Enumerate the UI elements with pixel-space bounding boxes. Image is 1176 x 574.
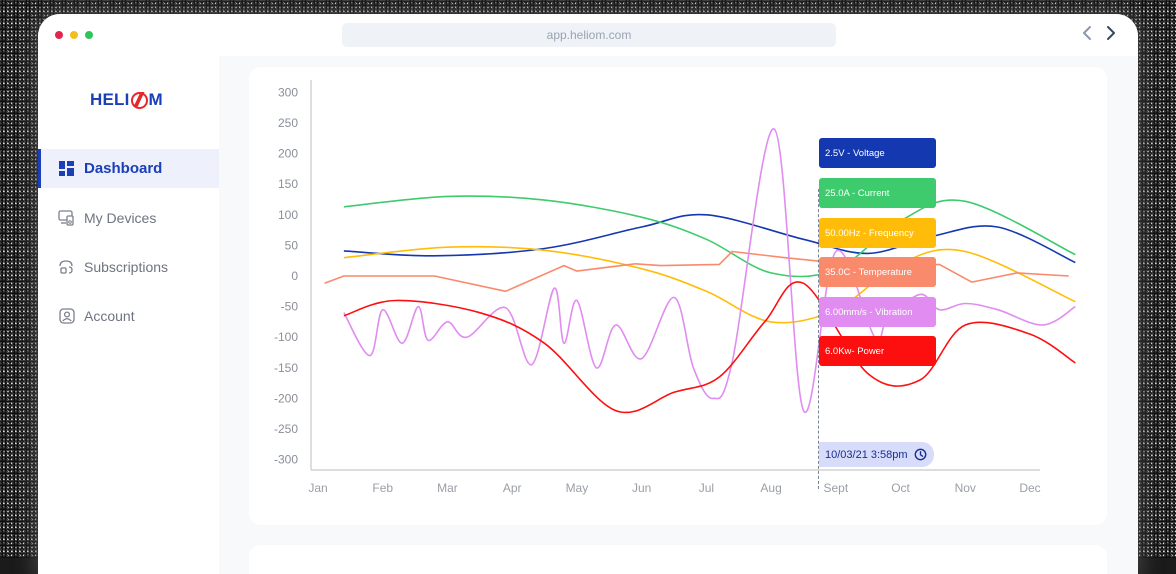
y-tick-label: -50	[281, 300, 299, 314]
tooltip-item-label: 2.5V - Voltage	[825, 148, 885, 159]
sidebar-item-label: Account	[84, 308, 135, 324]
sidebar-item-my-devices[interactable]: My Devices	[38, 198, 219, 237]
x-tick-label: Nov	[955, 481, 976, 495]
sidebar-item-subscriptions[interactable]: Subscriptions	[38, 247, 219, 286]
subscriptions-icon	[58, 258, 75, 275]
y-tick-label: 250	[278, 116, 298, 130]
y-tick-label: 50	[285, 238, 299, 252]
dashboard-grid-icon	[58, 160, 75, 177]
tooltip-timestamp: 10/03/21 3:58pm	[819, 442, 934, 467]
x-tick-label: Oct	[891, 481, 910, 495]
tooltip-item-label: 25.0A - Current	[825, 188, 889, 199]
sidebar: HELI M Dashboard My Devices Sub	[38, 56, 219, 574]
forward-button[interactable]	[1106, 25, 1116, 41]
tooltip-item-label: 50.00Hz - Frequency	[825, 228, 914, 239]
sidebar-item-label: My Devices	[84, 210, 156, 226]
sidebar-nav: Dashboard My Devices Subscriptions Accou…	[38, 149, 219, 345]
x-tick-label: Aug	[760, 481, 781, 495]
power-bolt-icon	[131, 92, 148, 109]
tooltip-item: 50.00Hz - Frequency	[819, 218, 936, 248]
chevron-left-icon	[1082, 25, 1092, 41]
address-bar[interactable]: app.heliom.com	[342, 23, 836, 47]
chevron-right-icon	[1106, 25, 1116, 41]
tooltip-item-label: 6.00mm/s - Vibration	[825, 307, 912, 318]
y-tick-label: -200	[274, 391, 298, 405]
heliom-logo[interactable]: HELI M	[90, 90, 163, 110]
title-bar: app.heliom.com	[38, 14, 1138, 56]
x-tick-label: Jun	[632, 481, 651, 495]
logo-text-suffix: M	[149, 90, 163, 110]
back-button[interactable]	[1082, 25, 1092, 41]
series-line-temperature[interactable]	[325, 252, 1069, 292]
y-tick-label: -250	[274, 422, 298, 436]
traffic-lights	[55, 31, 93, 39]
x-tick-label: Mar	[437, 481, 458, 495]
x-tick-label: Apr	[503, 481, 522, 495]
clock-icon	[914, 448, 927, 461]
timestamp-text: 10/03/21 3:58pm	[825, 449, 908, 461]
url-text: app.heliom.com	[547, 28, 632, 42]
tooltip-item-label: 35.0C - Temperature	[825, 267, 912, 278]
sidebar-item-label: Dashboard	[84, 160, 162, 177]
x-tick-label: Jul	[699, 481, 714, 495]
tooltip-item: 2.5V - Voltage	[819, 138, 936, 168]
tooltip-item: 35.0C - Temperature	[819, 257, 936, 287]
sidebar-item-dashboard[interactable]: Dashboard	[38, 149, 219, 188]
minimize-window-button[interactable]	[70, 31, 78, 39]
x-tick-label: Sept	[823, 481, 848, 495]
y-tick-label: 150	[278, 177, 298, 191]
browser-window: app.heliom.com HELI M Dashboard	[38, 14, 1138, 574]
y-tick-label: 100	[278, 208, 298, 222]
y-tick-label: -150	[274, 361, 298, 375]
logo-text-prefix: HELI	[90, 90, 130, 110]
y-tick-label: 300	[278, 85, 298, 99]
main-content: 300 250 200 150 100 50 0 -50 -100 -150 -200 -250 -30…	[219, 56, 1138, 574]
sidebar-item-account[interactable]: Account	[38, 296, 219, 335]
tooltip-item: 6.0Kw- Power	[819, 336, 936, 366]
tooltip-item-label: 6.0Kw- Power	[825, 346, 884, 357]
x-tick-label: Jan	[308, 481, 327, 495]
y-tick-label: -300	[274, 453, 298, 467]
x-tick-label: Feb	[372, 481, 393, 495]
series-line-power[interactable]	[344, 282, 1075, 413]
sidebar-item-label: Subscriptions	[84, 259, 168, 275]
tooltip-item: 6.00mm/s - Vibration	[819, 297, 936, 327]
sensor-line-chart[interactable]: 300 250 200 150 100 50 0 -50 -100 -150 -200 -250 -30…	[249, 67, 1107, 525]
series-line-voltage[interactable]	[344, 215, 1075, 263]
sensor-chart-card: 300 250 200 150 100 50 0 -50 -100 -150 -200 -250 -30…	[249, 67, 1107, 525]
tooltip-item: 25.0A - Current	[819, 178, 936, 208]
y-tick-label: -100	[274, 330, 298, 344]
secondary-card	[249, 545, 1107, 574]
y-tick-label: 0	[291, 269, 298, 283]
series-line-frequency[interactable]	[344, 247, 1075, 323]
close-window-button[interactable]	[55, 31, 63, 39]
devices-icon	[58, 209, 75, 226]
x-tick-label: May	[566, 481, 589, 495]
account-icon	[58, 307, 75, 324]
maximize-window-button[interactable]	[85, 31, 93, 39]
series-line-vibration[interactable]	[344, 129, 1075, 412]
x-tick-label: Dec	[1019, 481, 1040, 495]
y-tick-label: 200	[278, 147, 298, 161]
